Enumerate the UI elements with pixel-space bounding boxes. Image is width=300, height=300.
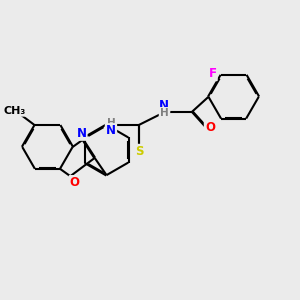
Text: F: F [208, 67, 217, 80]
Text: N: N [159, 99, 169, 112]
Text: N: N [76, 127, 86, 140]
Text: H: H [106, 118, 115, 128]
Text: O: O [205, 121, 215, 134]
Text: O: O [70, 176, 80, 189]
Text: S: S [135, 145, 143, 158]
Text: CH₃: CH₃ [3, 106, 25, 116]
Text: H: H [160, 108, 169, 118]
Text: N: N [106, 124, 116, 137]
